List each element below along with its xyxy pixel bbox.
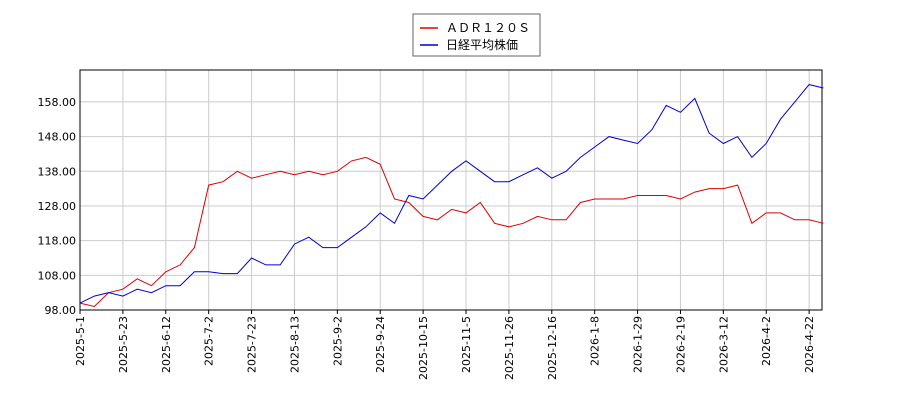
x-tick-label: 2025-11-26 — [503, 316, 516, 380]
plot-frame — [79, 69, 823, 311]
x-tick-label: 2025-10-15 — [417, 316, 430, 380]
x-tick-label: 2025-5-1 — [74, 316, 87, 366]
y-tick-label: 148.00 — [38, 131, 77, 144]
x-tick-label: 2026-4-2 — [760, 316, 773, 366]
x-tick-label: 2026-4-22 — [803, 316, 816, 373]
legend-label: 日経平均株価 — [446, 37, 518, 52]
x-tick-label: 2025-9-24 — [374, 316, 387, 373]
x-tick-label: 2025-11-5 — [460, 316, 473, 373]
y-tick-label: 128.00 — [38, 200, 77, 213]
legend-label: ＡＤＲ１２０Ｓ — [446, 21, 530, 35]
y-tick-label: 108.00 — [38, 269, 77, 282]
y-tick-label: 98.00 — [45, 304, 77, 317]
x-tick-label: 2025-9-2 — [331, 316, 344, 366]
series-line — [79, 84, 824, 304]
y-tick-label: 158.00 — [38, 96, 77, 109]
series-line — [79, 156, 824, 308]
y-tick-label: 138.00 — [38, 165, 77, 178]
x-tick-label: 2026-2-19 — [674, 316, 687, 373]
x-tick-label: 2026-3-12 — [717, 316, 730, 373]
x-tick-label: 2025-12-16 — [546, 316, 559, 380]
x-tick-label: 2025-7-2 — [203, 316, 216, 366]
x-tick-label: 2025-7-23 — [246, 316, 259, 373]
x-tick-label: 2025-8-13 — [288, 316, 301, 373]
x-tick-label: 2026-1-29 — [632, 316, 645, 373]
x-tick-label: 2025-6-12 — [160, 316, 173, 373]
y-tick-label: 118.00 — [38, 235, 77, 248]
legend-box — [412, 13, 541, 57]
x-tick-label: 2026-1-8 — [589, 316, 602, 366]
x-tick-label: 2025-5-23 — [117, 316, 130, 373]
